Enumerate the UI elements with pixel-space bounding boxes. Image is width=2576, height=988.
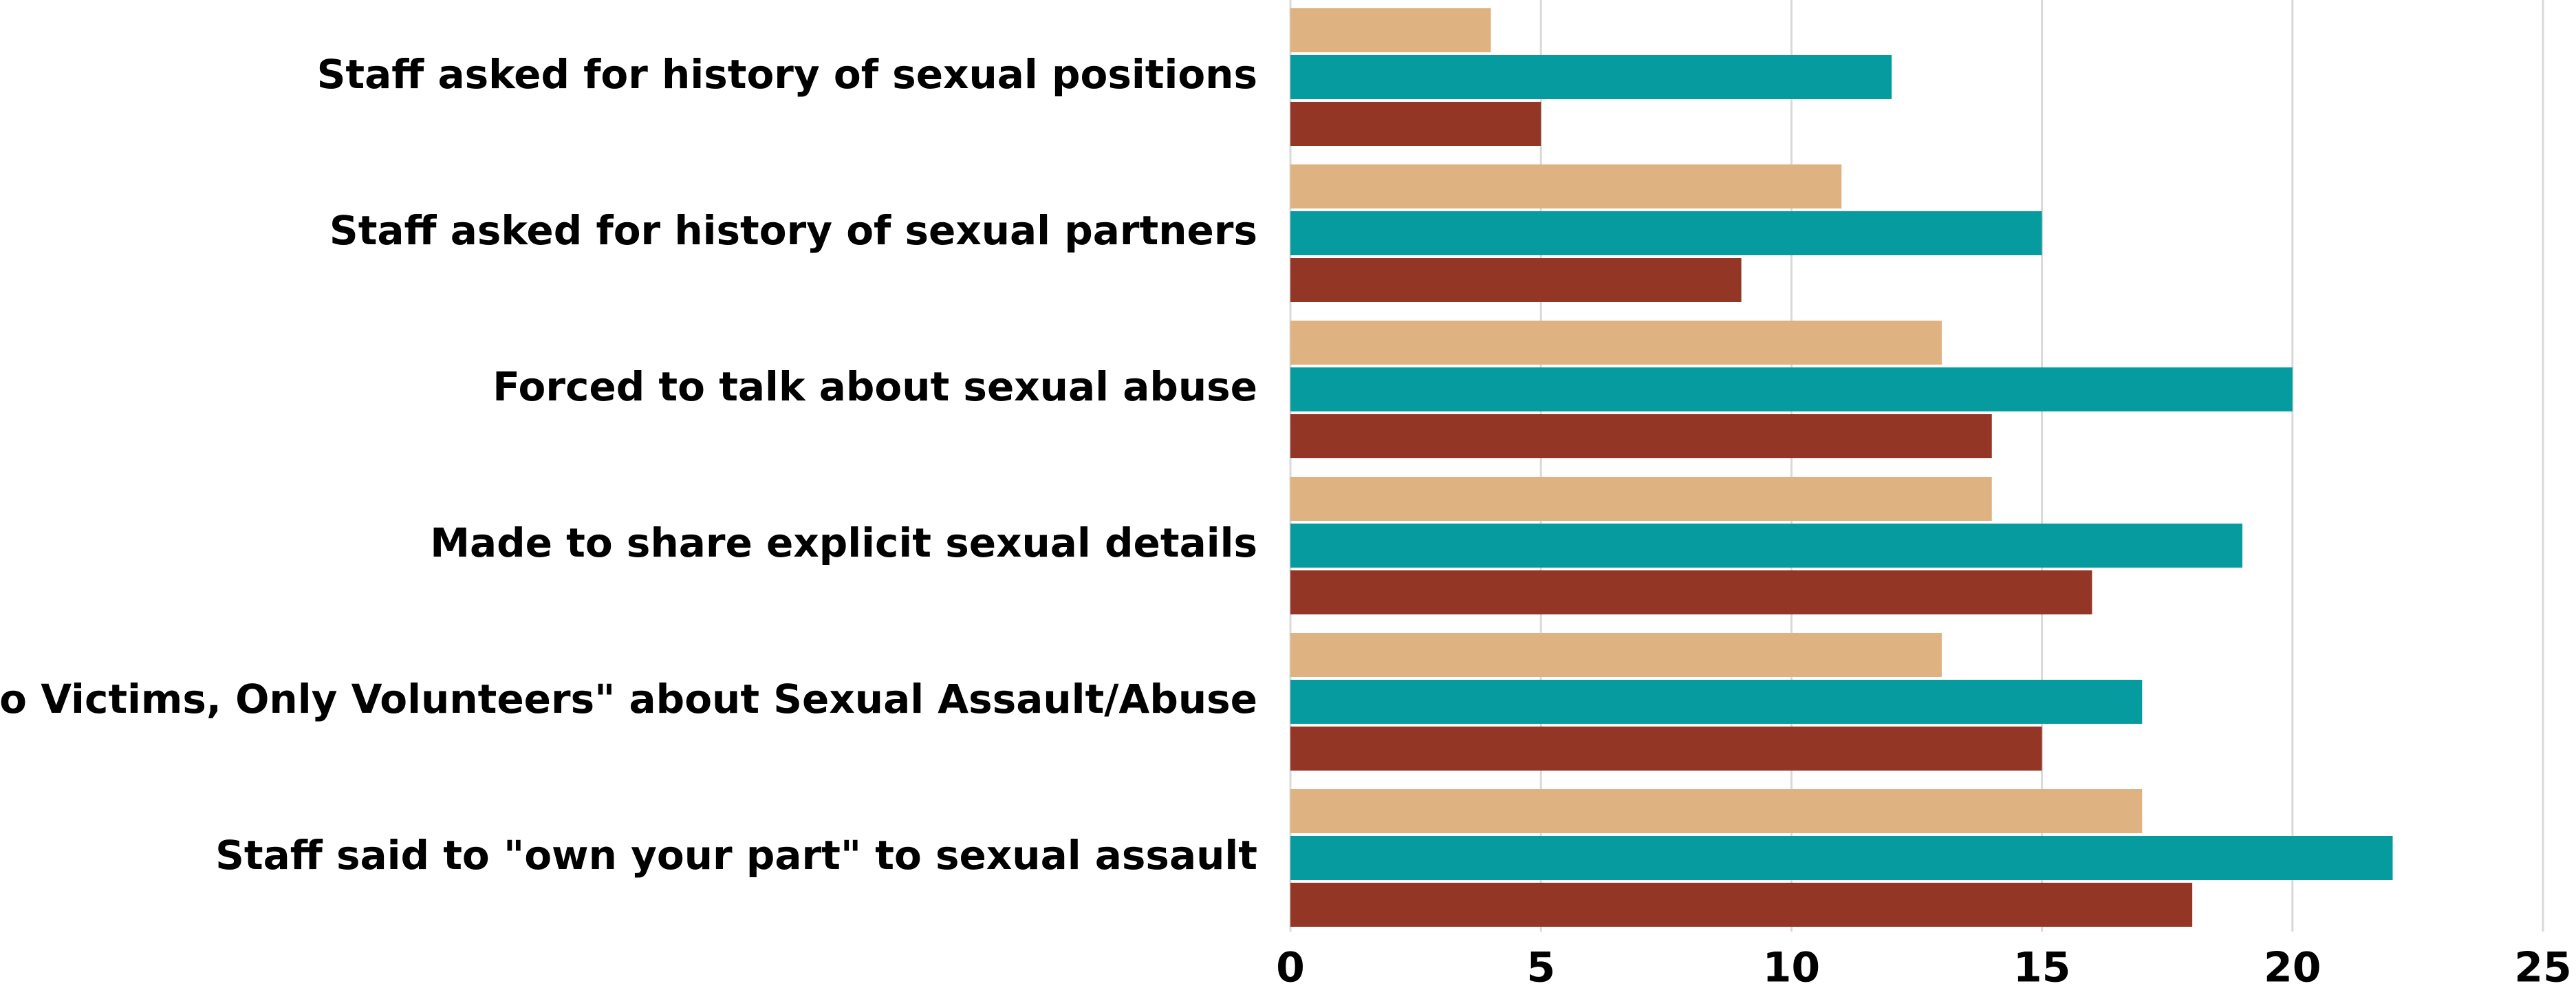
bar xyxy=(1290,477,1992,521)
category-label: Staff said to "own your part" to sexual … xyxy=(215,832,1257,879)
bar xyxy=(1290,164,1842,208)
x-tick-label: 5 xyxy=(1526,944,1555,988)
x-tick-label: 0 xyxy=(1276,944,1305,988)
bar xyxy=(1290,8,1491,52)
bar xyxy=(1290,883,2193,927)
category-label: "No Victims, Only Volunteers" about Sexu… xyxy=(0,676,1257,722)
bar xyxy=(1290,414,1992,458)
bar xyxy=(1290,258,1742,302)
x-tick-label: 15 xyxy=(2013,944,2071,988)
category-label: Made to share explicit sexual details xyxy=(430,519,1257,566)
bar xyxy=(1290,680,2143,724)
bar xyxy=(1290,55,1892,99)
x-tick-label: 10 xyxy=(1763,944,1821,988)
bar xyxy=(1290,102,1541,146)
bar xyxy=(1290,570,2092,614)
bar xyxy=(1290,321,1942,365)
bar xyxy=(1290,727,2042,771)
category-label: Staff asked for history of sexual partne… xyxy=(329,207,1257,254)
bar xyxy=(1290,367,2293,411)
bar xyxy=(1290,524,2242,568)
x-tick-label: 25 xyxy=(2514,944,2572,988)
bar xyxy=(1290,633,1942,677)
bar xyxy=(1290,836,2393,880)
category-label: Staff asked for history of sexual positi… xyxy=(317,51,1257,98)
bar xyxy=(1290,789,2143,833)
bar xyxy=(1290,211,2042,255)
category-label: Forced to talk about sexual abuse xyxy=(493,363,1257,410)
x-tick-label: 20 xyxy=(2264,944,2321,988)
